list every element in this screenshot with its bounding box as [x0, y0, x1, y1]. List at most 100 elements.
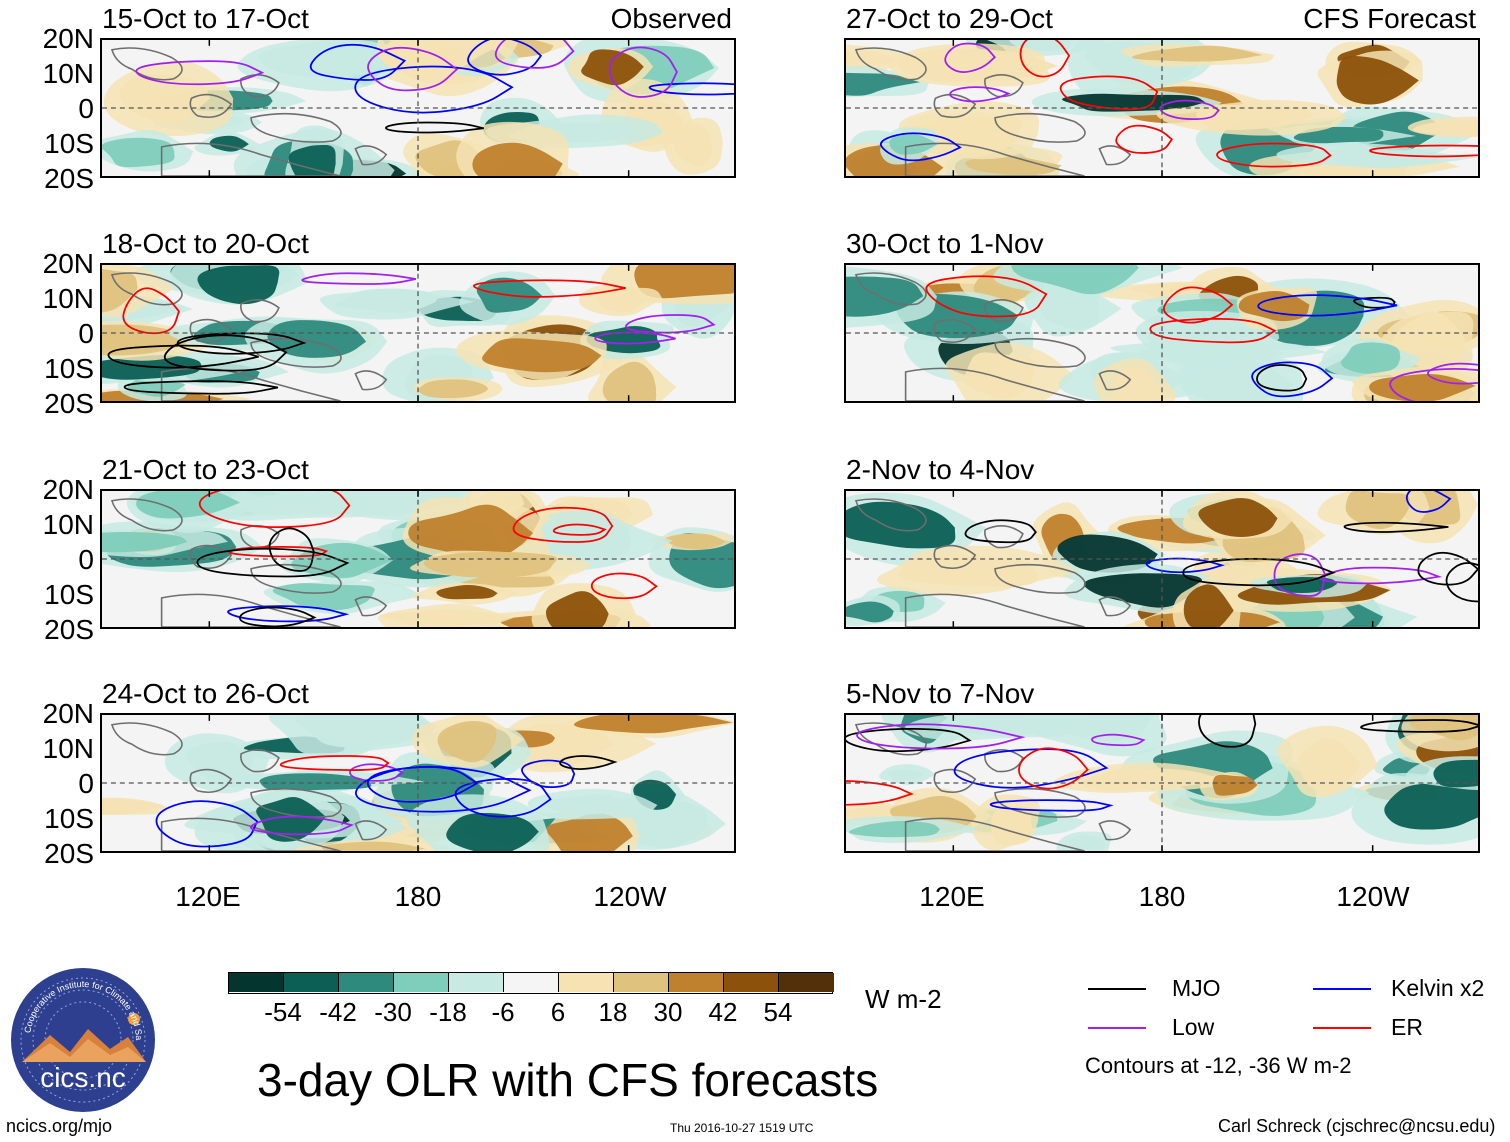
- lat-label: 10N: [42, 509, 94, 540]
- legend-mjo-label: MJO: [1172, 975, 1221, 1001]
- lat-label: 20S: [44, 838, 94, 869]
- coastline: [189, 318, 233, 344]
- wave-contour: [227, 605, 350, 623]
- coastline: [240, 299, 280, 323]
- colorbar-segment: [559, 973, 614, 992]
- olr-anomaly-blob: [408, 504, 534, 561]
- wave-contour: [1018, 747, 1089, 790]
- logo-text: cics.nc: [40, 1062, 126, 1093]
- wave-contour: [467, 40, 543, 76]
- coastline: [933, 318, 977, 344]
- olr-map-panel: [100, 489, 736, 629]
- colorbar-tick-label: 54: [763, 997, 793, 1027]
- wave-contour: [1369, 144, 1478, 158]
- cics-logo: cics.nc Cooperative Institute for Climat…: [7, 959, 156, 1113]
- coastline: [189, 544, 233, 570]
- wave-contour: [1427, 362, 1478, 385]
- coastline: [904, 367, 1085, 401]
- coastline: [984, 74, 1024, 98]
- wave-contour: [155, 800, 259, 848]
- colorbar-tick-label: -6: [491, 997, 515, 1027]
- olr-anomaly-blob: [119, 73, 211, 124]
- lat-label: 20S: [44, 614, 94, 645]
- colorbar-segment: [229, 973, 284, 992]
- colorbar-segment: [284, 973, 339, 992]
- olr-anomaly-blob: [1433, 759, 1478, 788]
- olr-anomaly-blob: [288, 144, 336, 176]
- coastline: [854, 722, 927, 756]
- olr-anomaly-blob: [437, 721, 497, 763]
- olr-anomaly-blob: [1183, 584, 1234, 627]
- olr-anomaly-blob: [381, 609, 510, 627]
- olr-anomaly-blob: [939, 715, 1058, 737]
- lat-label: 20N: [42, 248, 94, 279]
- wave-contour: [648, 82, 734, 96]
- lat-label: 0: [78, 544, 94, 575]
- coastline: [1098, 596, 1132, 617]
- olr-anomaly-blob: [545, 591, 609, 627]
- olr-anomaly-blob: [964, 352, 1036, 399]
- wave-contour: [1216, 142, 1332, 168]
- coastline: [904, 593, 1085, 627]
- wave-contour: [279, 755, 390, 771]
- olr-map-panel: [844, 713, 1480, 853]
- olr-anomaly-blob: [889, 133, 938, 155]
- wave-contour: [1149, 317, 1277, 344]
- contour-note: Contours at -12, -36 W m-2: [1085, 1053, 1352, 1078]
- colorbar-segment: [504, 973, 559, 992]
- olr-anomaly-blob: [102, 268, 138, 313]
- legend-er-line: [1313, 1027, 1371, 1029]
- olr-anomaly-blob: [846, 276, 924, 317]
- olr-anomaly-blob: [272, 583, 375, 611]
- olr-anomaly-blob: [1057, 534, 1158, 573]
- olr-anomaly-blob: [1413, 120, 1478, 138]
- legend-low-line: [1088, 1027, 1146, 1029]
- olr-field: [102, 265, 734, 401]
- lat-label: 10N: [42, 58, 94, 89]
- wave-contour: [594, 331, 676, 345]
- olr-anomaly-blob: [1011, 265, 1139, 295]
- olr-anomaly-blob: [418, 379, 489, 399]
- coastline: [933, 93, 977, 119]
- olr-anomaly-blob: [1080, 768, 1220, 791]
- olr-anomaly-blob: [674, 123, 712, 166]
- panel-title: 15-Oct to 17-Oct: [102, 3, 309, 34]
- wave-contour: [1319, 566, 1443, 585]
- olr-map-panel: [100, 38, 736, 178]
- wave-contour: [625, 314, 716, 334]
- wave-contour: [949, 86, 1011, 103]
- wave-contour: [1405, 491, 1452, 513]
- colorbar-segment: [394, 973, 449, 992]
- olr-anomaly-blob: [602, 361, 657, 401]
- coastline: [994, 563, 1086, 594]
- wave-contour: [349, 763, 405, 782]
- olr-anomaly-blob: [436, 585, 498, 600]
- wave-contour: [176, 332, 307, 355]
- colorbar-segment: [339, 973, 394, 992]
- coastline: [1098, 820, 1132, 841]
- lat-label: 20N: [42, 698, 94, 729]
- colorbar-tick-label: -30: [374, 997, 412, 1027]
- olr-anomaly-blob: [1238, 290, 1310, 322]
- wave-contour: [846, 780, 914, 806]
- wave-contour: [944, 42, 996, 73]
- wave-contour: [559, 755, 618, 770]
- olr-anomaly-blob: [102, 531, 188, 553]
- coastline: [994, 112, 1086, 143]
- olr-anomaly-blob: [197, 265, 280, 305]
- olr-anomaly-blob: [1039, 286, 1100, 330]
- panel-title: 21-Oct to 23-Oct: [102, 454, 309, 485]
- colorbar-segment: [449, 973, 504, 992]
- wave-contour: [309, 43, 407, 81]
- wave-contour: [590, 572, 658, 600]
- lat-label: 10S: [44, 579, 94, 610]
- wave-contour: [964, 519, 1037, 544]
- wave-contour: [1417, 551, 1478, 586]
- legend-mjo-line: [1088, 988, 1146, 990]
- olr-anomaly-blob: [102, 137, 175, 168]
- coastline: [110, 498, 183, 532]
- coastline: [1098, 370, 1132, 391]
- wave-contour: [239, 606, 317, 627]
- coastline: [160, 593, 341, 627]
- coastline: [854, 47, 927, 81]
